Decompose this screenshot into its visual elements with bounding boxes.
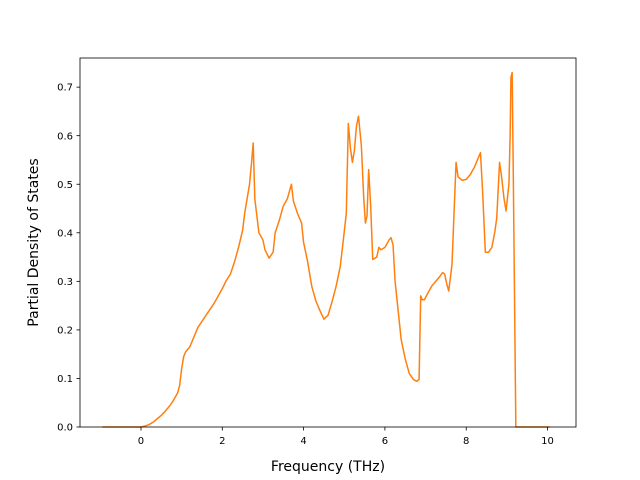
series-line-0 (102, 71, 550, 428)
y-tick-label: 0.5 (57, 180, 73, 191)
series-layer (102, 71, 550, 428)
y-tick-label: 0.7 (57, 83, 73, 94)
y-tick-label: 0.0 (57, 423, 73, 434)
x-tick-label: 10 (541, 436, 554, 447)
y-tick-label: 0.6 (57, 131, 73, 142)
y-tick-label: 0.3 (57, 277, 73, 288)
x-tick-label: 2 (219, 436, 225, 447)
y-tick-label: 0.1 (57, 374, 73, 385)
plot-area (80, 58, 576, 427)
x-tick-label: 8 (463, 436, 469, 447)
x-axis-title: Frequency (THz) (271, 459, 385, 475)
x-tick-label: 0 (138, 436, 144, 447)
y-tick-label: 0.4 (57, 228, 73, 239)
x-tick-label: 4 (300, 436, 306, 447)
x-axis: 0 2 4 6 8 10 (138, 427, 554, 447)
y-tick-label: 0.2 (57, 325, 73, 336)
y-axis-title: Partial Density of States (26, 158, 42, 326)
plot-frame (79, 57, 577, 428)
y-axis: 0.0 0.1 0.2 0.3 0.4 0.5 0.6 0.7 (57, 83, 80, 434)
x-tick-label: 6 (382, 436, 388, 447)
